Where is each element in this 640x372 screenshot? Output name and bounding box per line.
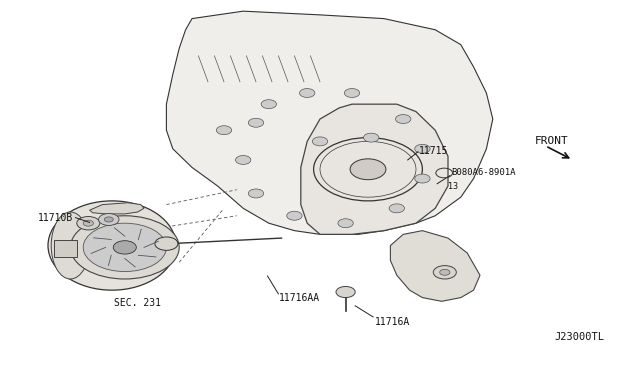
Circle shape — [99, 214, 119, 225]
Circle shape — [216, 126, 232, 135]
Circle shape — [415, 174, 430, 183]
Circle shape — [113, 241, 136, 254]
Text: SEC. 231: SEC. 231 — [114, 298, 161, 308]
Circle shape — [344, 89, 360, 97]
Text: 13: 13 — [448, 182, 458, 190]
Circle shape — [336, 286, 355, 298]
Circle shape — [338, 219, 353, 228]
Text: 11716A: 11716A — [374, 317, 410, 327]
Circle shape — [261, 100, 276, 109]
Circle shape — [350, 159, 386, 180]
Circle shape — [433, 266, 456, 279]
Text: FRONT: FRONT — [534, 137, 568, 146]
Bar — [54, 240, 77, 257]
Circle shape — [440, 269, 450, 275]
Polygon shape — [301, 104, 448, 234]
Circle shape — [248, 189, 264, 198]
Circle shape — [287, 211, 302, 220]
Circle shape — [83, 220, 93, 226]
Ellipse shape — [51, 212, 90, 279]
Circle shape — [364, 133, 379, 142]
Polygon shape — [90, 203, 144, 214]
Text: 11710B: 11710B — [38, 213, 74, 222]
Text: B080A6-8901A: B080A6-8901A — [451, 169, 516, 177]
Text: J23000TL: J23000TL — [555, 332, 605, 341]
Polygon shape — [166, 11, 493, 234]
Ellipse shape — [48, 201, 176, 290]
Circle shape — [236, 155, 251, 164]
Circle shape — [312, 137, 328, 146]
Circle shape — [248, 118, 264, 127]
Circle shape — [389, 204, 404, 213]
Circle shape — [300, 89, 315, 97]
Circle shape — [104, 217, 113, 222]
Circle shape — [415, 144, 430, 153]
Circle shape — [83, 223, 166, 272]
Polygon shape — [390, 231, 480, 301]
Circle shape — [155, 237, 178, 250]
Circle shape — [77, 217, 100, 230]
Circle shape — [396, 115, 411, 124]
Circle shape — [70, 216, 179, 279]
Text: 11716AA: 11716AA — [278, 293, 319, 302]
Text: 11715: 11715 — [419, 146, 449, 155]
